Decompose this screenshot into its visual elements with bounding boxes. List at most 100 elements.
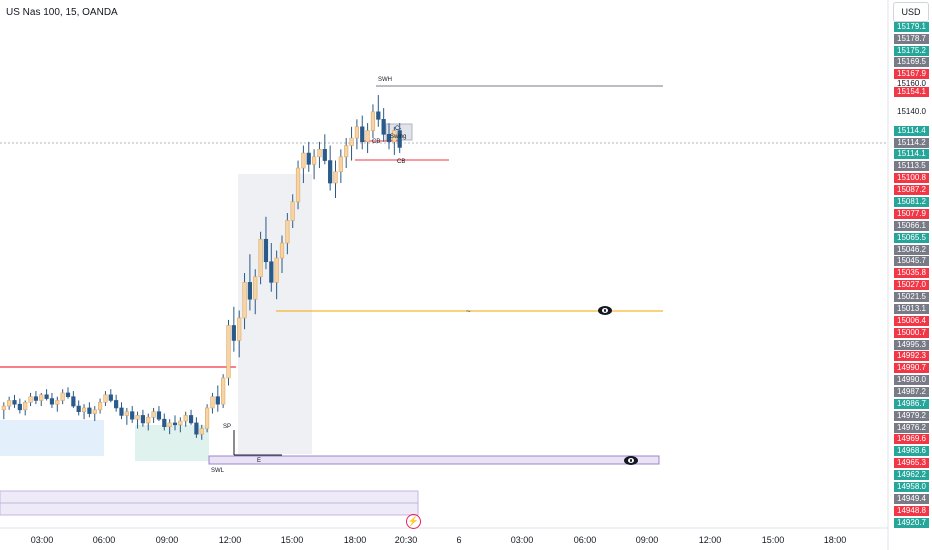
candle xyxy=(167,422,172,427)
candle xyxy=(285,220,290,244)
candle xyxy=(247,282,253,300)
annotation-label: CB xyxy=(397,159,405,165)
price-tag: 14962.2 xyxy=(894,470,929,480)
price-tag: 14969.6 xyxy=(894,434,929,444)
candle xyxy=(156,411,162,420)
candle xyxy=(295,167,301,203)
candle xyxy=(183,415,188,422)
candle xyxy=(114,400,119,409)
price-tag: 15066.1 xyxy=(894,221,929,231)
candle xyxy=(17,403,22,411)
candle xyxy=(140,415,146,424)
candle xyxy=(55,400,60,405)
candle xyxy=(349,137,354,146)
session-zone xyxy=(0,420,104,456)
eye-icon[interactable] xyxy=(624,456,638,465)
time-tick-label: 15:00 xyxy=(280,535,304,545)
price-tag: 14990.7 xyxy=(894,363,929,373)
candle xyxy=(221,377,226,405)
candle xyxy=(172,422,178,426)
annotation-label: SWH xyxy=(378,77,392,83)
candle xyxy=(71,396,76,407)
price-tag: 15021.5 xyxy=(894,292,929,302)
price-tag: 15046.2 xyxy=(894,245,929,255)
candle xyxy=(178,420,183,426)
candle xyxy=(151,411,156,418)
price-tag: 14965.3 xyxy=(894,458,929,468)
candle xyxy=(333,171,338,184)
candle xyxy=(130,411,135,420)
candle xyxy=(49,398,55,405)
eye-icon[interactable] xyxy=(598,306,612,315)
price-tag: 15154.1 xyxy=(894,87,929,97)
annotation-label: SP xyxy=(223,424,231,430)
candle xyxy=(76,405,81,412)
time-tick-label: 18:00 xyxy=(823,535,847,545)
candle xyxy=(87,407,92,414)
currency-selector[interactable]: USD xyxy=(893,2,929,22)
candle xyxy=(188,415,194,424)
price-tag: 14976.2 xyxy=(894,423,929,433)
candle xyxy=(354,126,360,139)
annotation-label: C- xyxy=(395,126,401,132)
candle xyxy=(381,119,386,135)
candle xyxy=(103,394,108,403)
candle xyxy=(39,394,44,401)
price-tag: 14948.8 xyxy=(894,506,929,516)
price-tag: 14958.0 xyxy=(894,482,929,492)
price-tag: 15179.1 xyxy=(894,22,929,32)
candle xyxy=(226,325,231,379)
candle xyxy=(344,145,349,158)
price-tag: 14992.3 xyxy=(894,351,929,361)
annotation-label: ~ xyxy=(466,307,471,316)
candle xyxy=(237,317,242,341)
time-tick-label: 15:00 xyxy=(761,535,785,545)
candle xyxy=(119,407,124,416)
time-tick-label: 09:00 xyxy=(155,535,179,545)
price-tag: 15169.5 xyxy=(894,57,929,67)
price-tag: 14986.7 xyxy=(894,399,929,409)
price-tag: 15175.2 xyxy=(894,46,929,56)
annotation-label: SWL xyxy=(211,468,225,474)
price-tag: 15114.1 xyxy=(894,149,929,159)
price-tag: 14979.2 xyxy=(894,411,929,421)
price-tag: 15000.7 xyxy=(894,328,929,338)
price-tag: 15077.9 xyxy=(894,209,929,219)
candle xyxy=(269,261,274,283)
candle xyxy=(44,394,49,399)
price-tag: 15027.0 xyxy=(894,280,929,290)
candle xyxy=(23,402,28,411)
lightning-icon[interactable]: ⚡ xyxy=(406,514,421,529)
price-tag: 15045.7 xyxy=(894,256,929,266)
candle xyxy=(108,394,113,401)
time-tick-label: 06:00 xyxy=(92,535,116,545)
price-tag: 15114.2 xyxy=(894,138,929,148)
price-tag: 14987.2 xyxy=(894,387,929,397)
price-tag: 15081.2 xyxy=(894,197,929,207)
candle xyxy=(317,149,322,158)
candle xyxy=(258,238,263,278)
candle xyxy=(290,201,295,221)
time-tick-label: 03:00 xyxy=(510,535,534,545)
candle xyxy=(146,417,151,424)
candle xyxy=(124,411,129,416)
price-tag: 14949.4 xyxy=(894,494,929,504)
candle xyxy=(301,152,306,169)
candle xyxy=(311,156,317,165)
candle xyxy=(392,130,397,143)
candle xyxy=(194,422,199,435)
candle xyxy=(210,396,215,409)
price-tag: 15160.0 xyxy=(897,79,926,88)
candle xyxy=(306,152,311,165)
candle xyxy=(242,282,247,319)
candle xyxy=(386,134,392,143)
time-tick-label: 20:30 xyxy=(394,535,418,545)
candle xyxy=(322,149,327,161)
candle xyxy=(1,405,6,411)
candle xyxy=(338,156,343,173)
time-tick-label: 09:00 xyxy=(635,535,659,545)
time-tick-label: 6 xyxy=(456,535,462,545)
candle xyxy=(397,130,402,148)
candle xyxy=(162,418,167,427)
